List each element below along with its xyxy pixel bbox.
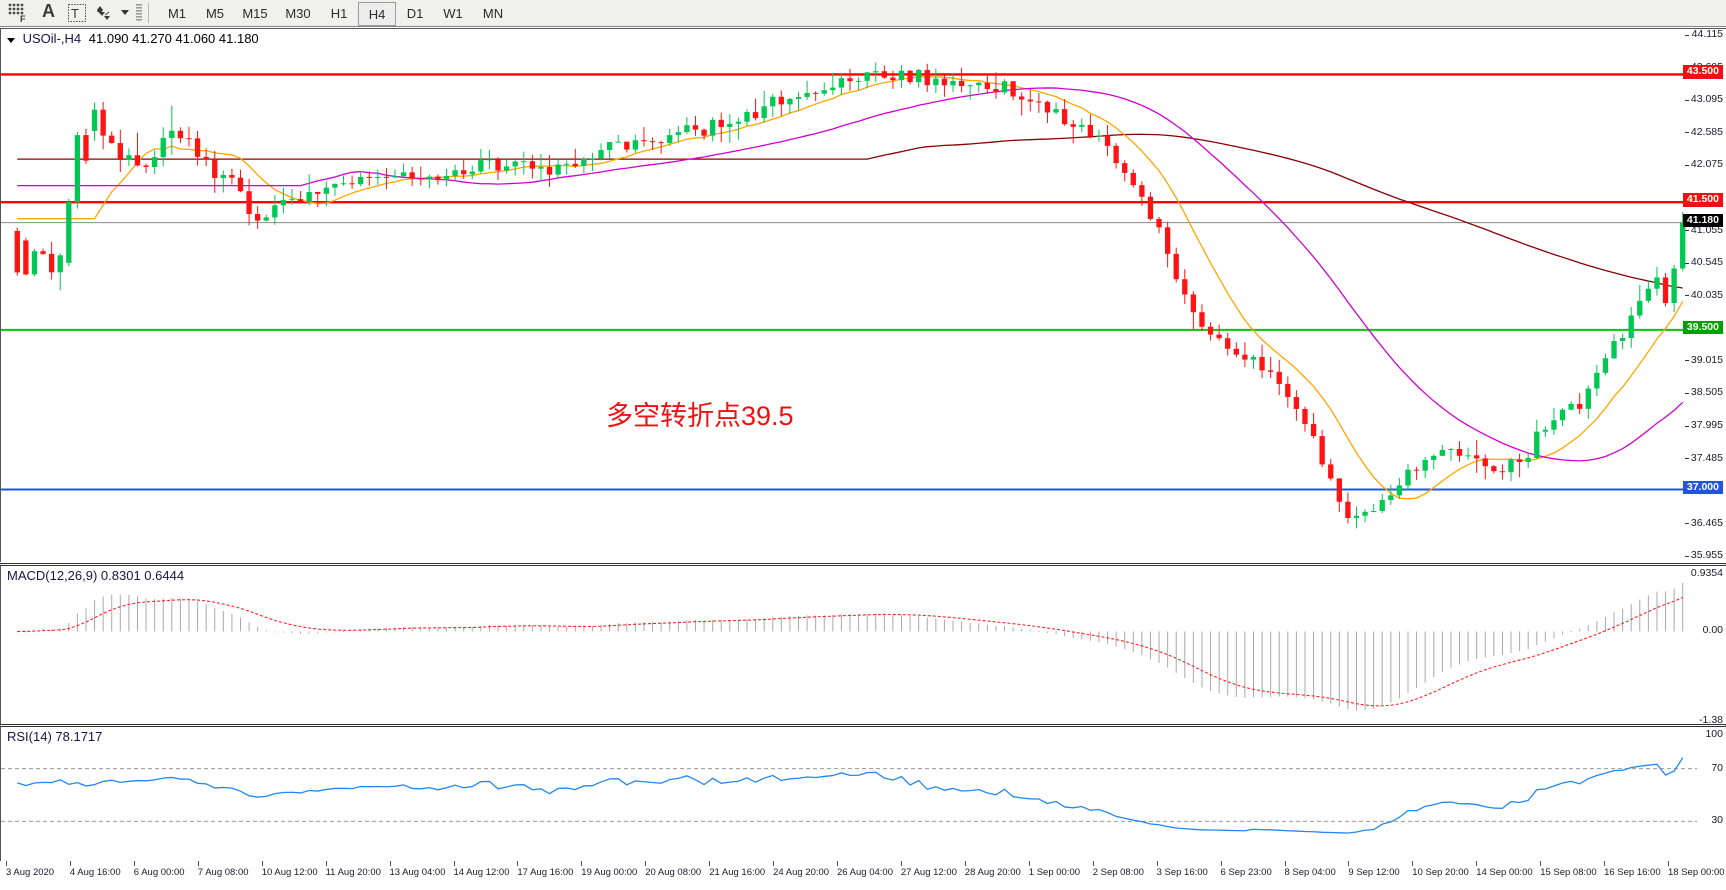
svg-text:T: T [71,6,79,21]
svg-text:F: F [20,14,26,23]
